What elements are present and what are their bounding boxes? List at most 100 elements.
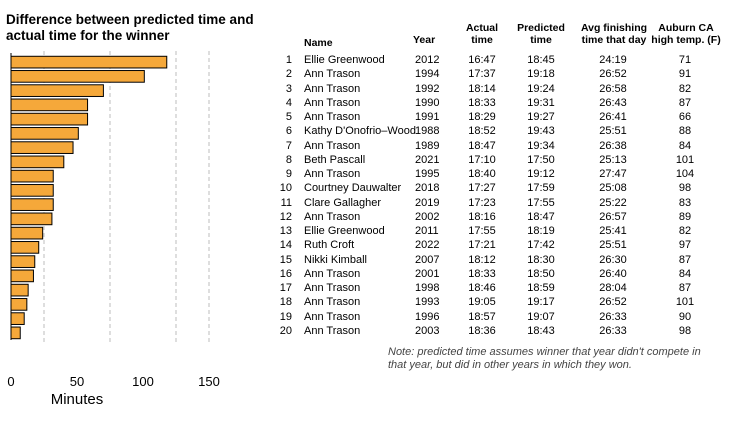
actual-time-cell: 17:27 xyxy=(468,182,496,195)
avg-finish-cell: 25:51 xyxy=(599,125,627,138)
table-row: 19 Ann Trason 1996 18:57 19:07 26:33 90 xyxy=(0,310,730,324)
actual-time-cell: 18:47 xyxy=(468,139,496,152)
predicted-time-cell: 19:31 xyxy=(527,96,555,109)
temp-cell: 87 xyxy=(678,282,692,294)
name-cell: Clare Gallagher xyxy=(304,196,382,209)
temp-cell: 82 xyxy=(678,82,692,95)
name-cell: Ellie Greenwood xyxy=(304,54,385,66)
temp-cell: 71 xyxy=(678,54,692,66)
table-row: 16 Ann Trason 2001 18:33 18:50 26:40 84 xyxy=(0,267,730,281)
name-cell: Ann Trason xyxy=(304,310,361,323)
bars xyxy=(10,55,168,340)
table-row: 9 Ann Trason 1995 18:40 19:12 27:47 104 xyxy=(0,167,730,181)
predicted-time-cell: 19:24 xyxy=(527,82,555,95)
predicted-time-cell: 18:45 xyxy=(527,54,555,66)
avg-finish-cell: 27:47 xyxy=(599,168,627,180)
rank-cell: 11 xyxy=(280,196,292,209)
actual-time-cell: 18:14 xyxy=(468,82,496,95)
temp-cell: 104 xyxy=(675,168,695,180)
header-year: Year xyxy=(413,34,436,46)
avg-finish-cell: 25:08 xyxy=(599,182,627,195)
temp-cell: 84 xyxy=(678,267,692,280)
name-cell: Ann Trason xyxy=(304,139,361,152)
predicted-time-cell: 18:30 xyxy=(527,253,555,266)
actual-time-cell: 18:46 xyxy=(468,282,496,294)
rank-cell: 16 xyxy=(279,267,292,280)
rank-cell: 5 xyxy=(285,111,292,123)
rank-cell: 3 xyxy=(285,82,292,95)
temp-cell: 101 xyxy=(675,153,695,166)
table-row: 15 Nikki Kimball 2007 18:12 18:30 26:30 87 xyxy=(0,253,730,267)
header-actual-time: Actual time xyxy=(465,22,499,46)
rank-cell: 1 xyxy=(285,54,292,66)
name-cell: Ann Trason xyxy=(304,324,361,337)
name-cell: Ann Trason xyxy=(304,82,361,95)
year-cell: 1991 xyxy=(415,111,440,123)
table-row: 8 Beth Pascall 2021 17:10 17:50 25:13 101 xyxy=(0,153,730,167)
temp-cell: 98 xyxy=(678,182,692,195)
year-cell: 1989 xyxy=(415,139,440,152)
temp-cell: 88 xyxy=(678,125,692,138)
name-cell: Beth Pascall xyxy=(304,153,366,166)
rank-cell: 17 xyxy=(279,282,292,294)
temp-cell: 83 xyxy=(678,196,692,209)
actual-time-cell: 17:21 xyxy=(468,239,496,252)
rank-cell: 4 xyxy=(285,96,292,109)
actual-time-cell: 18:52 xyxy=(468,125,496,138)
actual-time-cell: 17:10 xyxy=(468,153,496,166)
predicted-time-cell: 19:27 xyxy=(527,111,555,123)
year-cell: 2001 xyxy=(415,267,440,280)
table-row: 10 Courtney Dauwalter 2018 17:27 17:59 25:08 9… xyxy=(0,181,730,195)
year-cell: 1988 xyxy=(415,125,440,138)
year-cell: 2019 xyxy=(415,196,440,209)
header-auburn-temp: Auburn CA high temp. (F) xyxy=(651,22,721,46)
name-cell: Ann Trason xyxy=(304,96,361,109)
actual-time-cell: 18:29 xyxy=(468,111,496,123)
predicted-time-cell: 19:07 xyxy=(527,310,555,323)
name-cell: Courtney Dauwalter xyxy=(304,182,402,195)
avg-finish-cell: 26:33 xyxy=(599,310,627,323)
avg-finish-cell: 26:43 xyxy=(599,96,627,109)
predicted-time-cell: 18:43 xyxy=(527,324,555,337)
actual-time-cell: 18:40 xyxy=(468,168,496,180)
predicted-time-cell: 19:12 xyxy=(527,168,555,180)
year-cell: 2011 xyxy=(415,225,439,237)
actual-time-cell: 17:23 xyxy=(468,196,496,209)
actual-time-cell: 16:47 xyxy=(468,54,496,66)
avg-finish-cell: 26:52 xyxy=(599,68,627,81)
predicted-time-cell: 19:34 xyxy=(527,139,555,152)
predicted-time-cell: 17:50 xyxy=(527,153,555,166)
year-cell: 1995 xyxy=(415,168,440,180)
avg-finish-cell: 26:52 xyxy=(599,296,627,309)
predicted-time-cell: 19:43 xyxy=(527,125,555,138)
rank-cell: 12 xyxy=(279,210,292,223)
temp-cell: 87 xyxy=(678,253,692,266)
rank-cell: 9 xyxy=(285,168,292,180)
actual-time-cell: 19:05 xyxy=(468,296,496,309)
avg-finish-cell: 26:58 xyxy=(599,82,627,95)
avg-finish-cell: 25:22 xyxy=(599,196,627,209)
x-axis: 0 50 100 150 Minutes xyxy=(7,53,220,408)
x-tick-label: 0 xyxy=(7,374,14,389)
name-cell: Ellie Greenwood xyxy=(304,225,385,237)
year-cell: 1998 xyxy=(415,282,440,294)
header-name: Name xyxy=(304,37,333,49)
actual-time-cell: 18:16 xyxy=(468,210,496,223)
table-row: 20 Ann Trason 2003 18:36 18:43 26:33 98 xyxy=(0,324,730,338)
rank-cell: 10 xyxy=(279,182,292,195)
year-cell: 1990 xyxy=(415,96,440,109)
avg-finish-cell: 26:33 xyxy=(599,324,627,337)
temp-cell: 84 xyxy=(678,139,692,152)
temp-cell: 97 xyxy=(678,239,692,252)
avg-finish-cell: 25:41 xyxy=(599,225,627,237)
year-cell: 2018 xyxy=(415,182,440,195)
name-cell: Nikki Kimball xyxy=(304,253,367,266)
actual-time-cell: 18:12 xyxy=(468,253,496,266)
rank-cell: 14 xyxy=(279,239,292,252)
predicted-time-cell: 18:47 xyxy=(527,210,555,223)
name-cell: Ann Trason xyxy=(304,267,361,280)
name-cell: Ann Trason xyxy=(304,210,361,223)
rank-cell: 13 xyxy=(279,225,292,237)
avg-finish-cell: 25:13 xyxy=(599,153,627,166)
year-cell: 1993 xyxy=(415,296,440,309)
